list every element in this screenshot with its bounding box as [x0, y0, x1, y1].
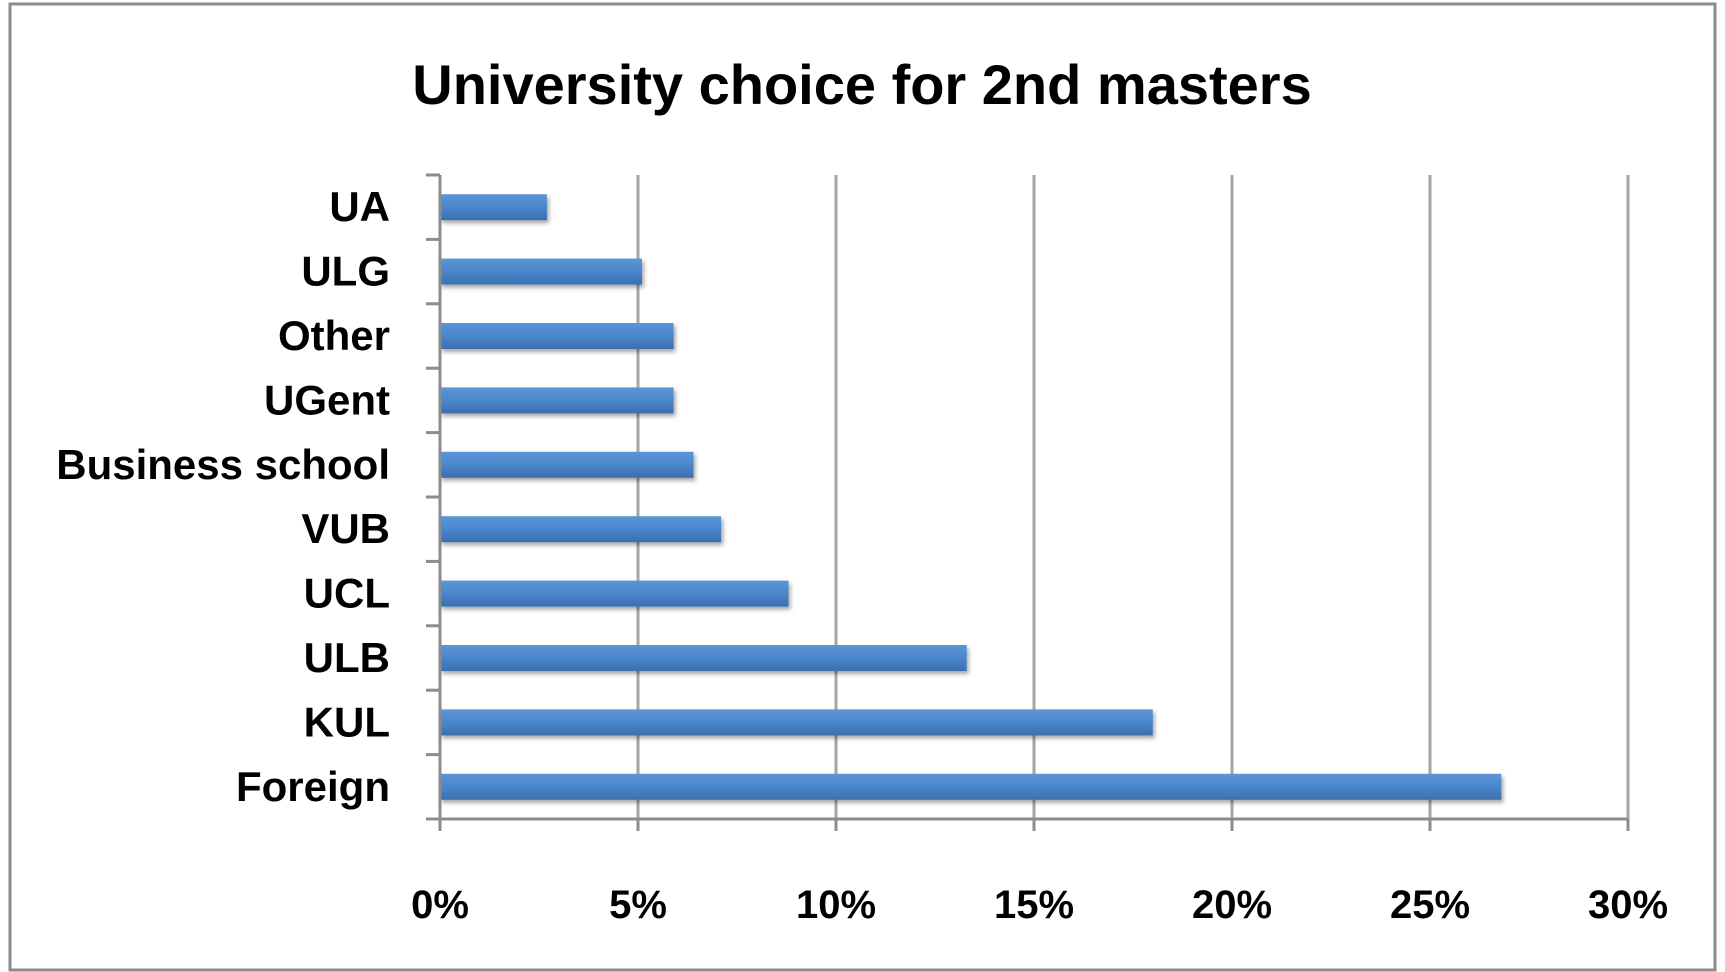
- category-label: ULG: [301, 248, 390, 295]
- category-label: UGent: [264, 376, 390, 423]
- category-label: VUB: [301, 505, 390, 552]
- bar: [440, 580, 789, 607]
- x-tick-label: 30%: [1588, 883, 1668, 927]
- bar: [440, 194, 547, 221]
- category-label: KUL: [304, 698, 390, 745]
- bar: [440, 258, 642, 285]
- bar: [440, 323, 674, 349]
- x-tick-label: 15%: [994, 883, 1074, 927]
- x-tick-label: 25%: [1390, 883, 1470, 927]
- bar: [440, 773, 1502, 800]
- bar: [440, 387, 674, 414]
- category-label: UCL: [304, 570, 390, 617]
- category-label: Business school: [56, 441, 390, 488]
- axes: [426, 173, 1630, 831]
- bar: [440, 709, 1153, 736]
- bar: [440, 451, 694, 478]
- x-tick-label: 10%: [796, 883, 876, 927]
- x-tick-labels: 0% 5% 10% 15% 20% 25% 30%: [411, 883, 1668, 927]
- category-labels: Foreign KUL ULB UCL VUB Business school UGent O…: [56, 183, 390, 810]
- category-label: Foreign: [236, 763, 390, 810]
- bar: [440, 516, 722, 543]
- x-tick-label: 0%: [411, 883, 469, 927]
- bars: [440, 194, 1502, 800]
- category-label: ULB: [304, 634, 390, 681]
- category-label: UA: [329, 183, 390, 230]
- bar: [440, 645, 967, 671]
- x-tick-label: 20%: [1192, 883, 1272, 927]
- chart-title: University choice for 2nd masters: [412, 53, 1311, 116]
- x-tick-label: 5%: [609, 883, 667, 927]
- category-label: Other: [278, 312, 390, 359]
